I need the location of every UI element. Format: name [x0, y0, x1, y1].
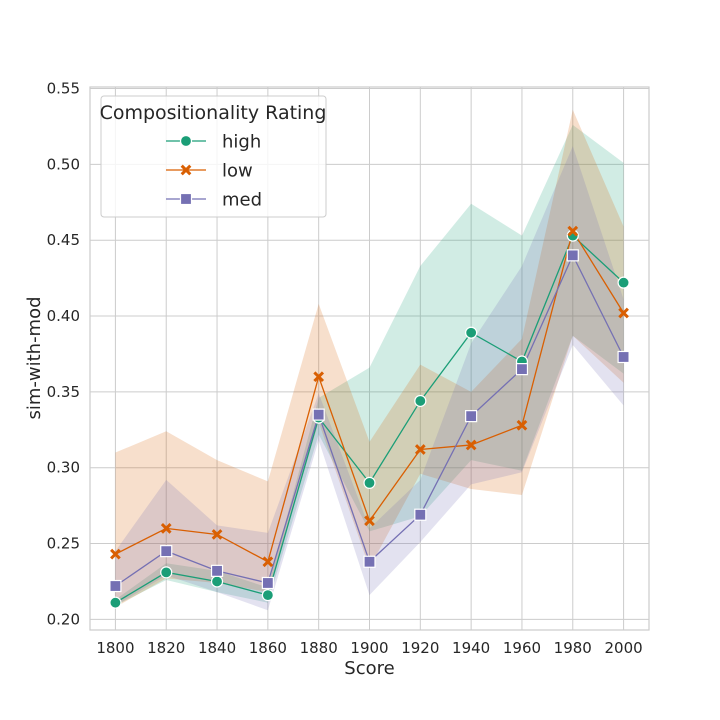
data-point-med: [617, 350, 630, 364]
data-point-med: [414, 508, 427, 521]
data-point-low: [160, 523, 172, 534]
x-tick-label: 1800: [96, 639, 134, 657]
x-tick-label: 1900: [350, 639, 388, 657]
series-markers: [109, 225, 630, 609]
legend-label-low: low: [222, 161, 253, 182]
data-point-high: [261, 589, 274, 602]
y-axis-label: sim-with-mod: [24, 296, 45, 419]
legend-marker-low: [180, 164, 192, 176]
data-point-low: [567, 225, 579, 237]
data-point-high: [414, 394, 427, 408]
data-point-med: [312, 408, 325, 421]
data-point-med: [261, 576, 274, 590]
data-point-high: [465, 326, 478, 339]
legend-entry-med: med: [166, 190, 262, 211]
data-point-med: [363, 555, 376, 568]
legend-marker-med: [179, 192, 193, 206]
y-axis-ticks: 0.20 0.25 0.30 0.35 0.40 0.45 0.50 0.55: [47, 80, 80, 629]
data-point-med: [465, 410, 478, 423]
data-point-high: [210, 575, 224, 588]
data-point-low: [211, 529, 223, 540]
data-point-med: [109, 579, 122, 593]
ci-band-med: [115, 146, 624, 611]
x-axis-ticks: 1800 1820 1840 1860 1880 1900 1920 1940 1960 1980…: [96, 639, 642, 657]
x-tick-label: 1940: [452, 639, 490, 657]
legend-entries: high low med: [166, 132, 262, 211]
y-tick-label: 0.45: [47, 231, 80, 249]
legend-box: [100, 95, 327, 218]
data-point-high: [617, 276, 630, 289]
x-axis-label: Score: [344, 658, 394, 679]
data-point-low: [313, 371, 325, 383]
x-tick-label: 1920: [401, 639, 439, 657]
x-tick-label: 1980: [554, 639, 592, 657]
legend-entry-high: high: [166, 132, 261, 153]
x-tick-label: 1840: [198, 639, 236, 657]
y-tick-label: 0.50: [47, 155, 80, 173]
x-tick-label: 2000: [604, 639, 642, 657]
ci-band-high: [115, 124, 624, 606]
data-point-med: [160, 545, 173, 558]
data-point-low: [516, 419, 528, 431]
y-tick-label: 0.35: [47, 383, 80, 401]
legend-entry-low: low: [166, 161, 253, 182]
data-point-high: [109, 596, 122, 609]
x-tick-label: 1880: [300, 639, 338, 657]
y-tick-label: 0.25: [47, 535, 80, 553]
x-tick-label: 1960: [503, 639, 541, 657]
x-tick-label: 1860: [249, 639, 287, 657]
plot-frame: [89, 86, 650, 631]
legend: Compositionality Rating high low med: [100, 95, 327, 218]
data-point-low: [110, 548, 121, 560]
ci-band-low: [115, 109, 624, 608]
x-tick-label: 1820: [147, 639, 185, 657]
y-tick-label: 0.55: [47, 80, 80, 98]
confidence-bands: [115, 109, 624, 611]
data-point-low: [414, 444, 426, 455]
legend-label-high: high: [222, 132, 261, 153]
data-point-low: [465, 439, 477, 451]
data-point-med: [566, 249, 579, 262]
y-tick-label: 0.40: [47, 307, 80, 325]
data-point-low: [618, 307, 629, 319]
legend-title: Compositionality Rating: [100, 102, 327, 124]
y-tick-label: 0.20: [47, 610, 80, 628]
data-point-high: [160, 566, 173, 579]
data-point-low: [364, 515, 375, 527]
data-point-low: [262, 556, 274, 568]
data-point-high: [363, 476, 376, 489]
data-point-med: [515, 363, 529, 376]
legend-marker-high: [179, 134, 193, 148]
legend-label-med: med: [222, 190, 262, 211]
data-point-med: [210, 564, 224, 577]
y-tick-label: 0.30: [47, 459, 80, 477]
